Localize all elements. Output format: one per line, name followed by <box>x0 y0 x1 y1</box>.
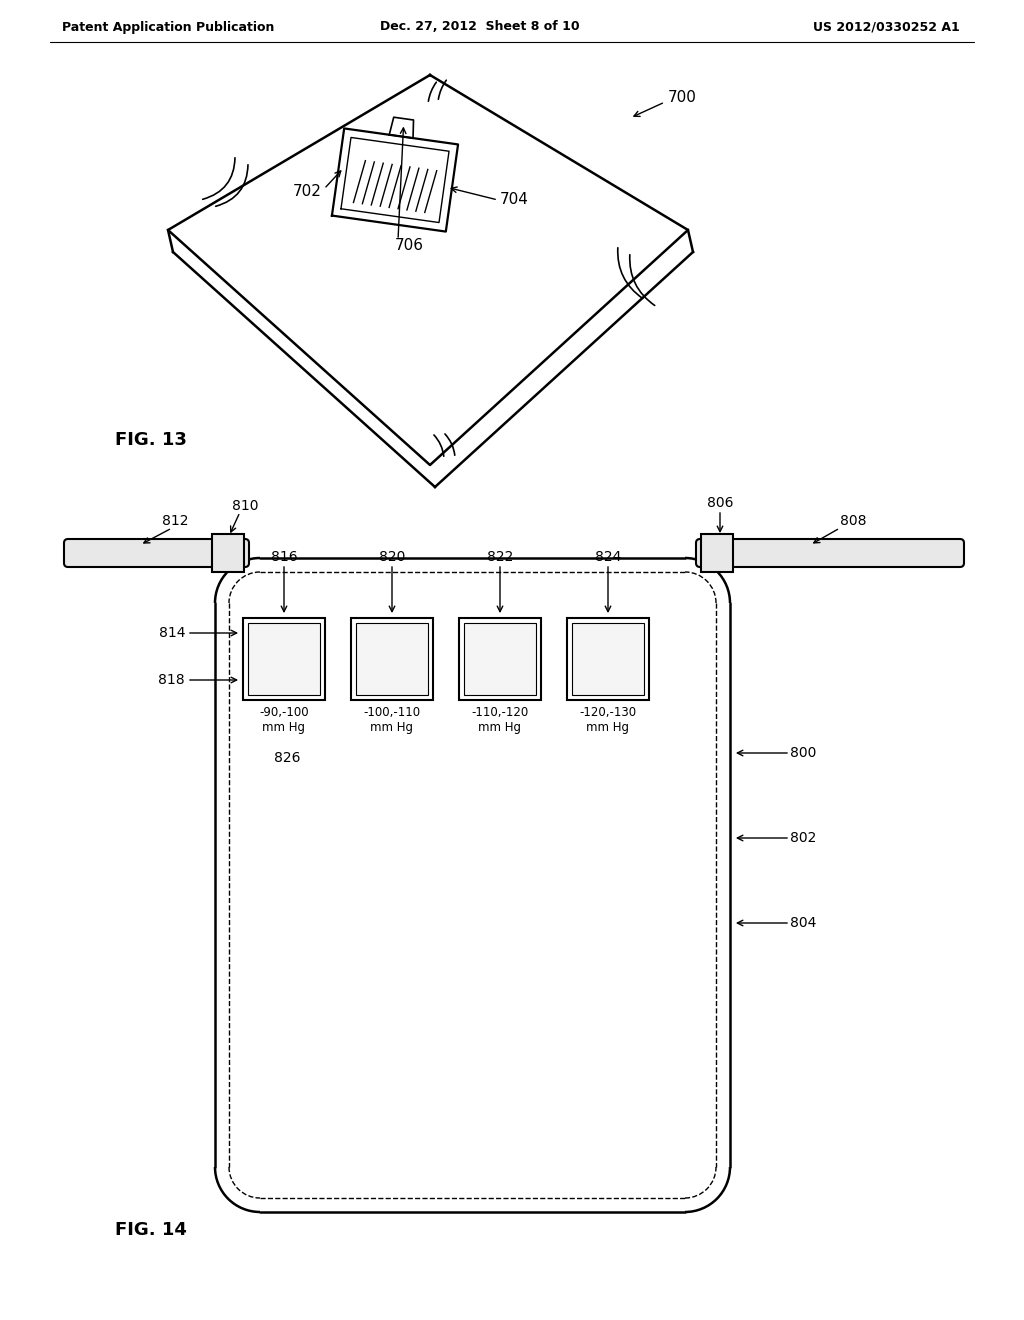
Text: 800: 800 <box>790 746 816 760</box>
Text: 802: 802 <box>790 832 816 845</box>
Bar <box>212 535 244 572</box>
Text: FIG. 14: FIG. 14 <box>115 1221 186 1239</box>
Text: 810: 810 <box>231 499 258 513</box>
Text: 704: 704 <box>500 193 528 207</box>
Text: 804: 804 <box>790 916 816 931</box>
Text: -120,-130
mm Hg: -120,-130 mm Hg <box>580 706 637 734</box>
Bar <box>243 618 325 700</box>
Text: 706: 706 <box>395 238 424 252</box>
Text: 702: 702 <box>293 185 322 199</box>
Text: -110,-120
mm Hg: -110,-120 mm Hg <box>471 706 528 734</box>
Text: 808: 808 <box>840 513 866 528</box>
Text: -100,-110
mm Hg: -100,-110 mm Hg <box>364 706 421 734</box>
Text: -90,-100
mm Hg: -90,-100 mm Hg <box>259 706 309 734</box>
Text: FIG. 13: FIG. 13 <box>115 432 186 449</box>
Text: Patent Application Publication: Patent Application Publication <box>62 21 274 33</box>
Bar <box>248 623 319 696</box>
Text: 816: 816 <box>270 550 297 564</box>
Text: 700: 700 <box>668 91 697 106</box>
Text: 826: 826 <box>274 751 300 766</box>
Text: 820: 820 <box>379 550 406 564</box>
Text: 824: 824 <box>595 550 622 564</box>
FancyBboxPatch shape <box>63 539 249 568</box>
Bar <box>567 618 649 700</box>
Text: US 2012/0330252 A1: US 2012/0330252 A1 <box>813 21 961 33</box>
Text: 812: 812 <box>162 513 188 528</box>
Text: 814: 814 <box>159 626 185 640</box>
Text: Dec. 27, 2012  Sheet 8 of 10: Dec. 27, 2012 Sheet 8 of 10 <box>380 21 580 33</box>
Bar <box>464 623 536 696</box>
FancyBboxPatch shape <box>696 539 964 568</box>
Bar <box>459 618 541 700</box>
Bar <box>356 623 428 696</box>
Text: 822: 822 <box>486 550 513 564</box>
Text: 818: 818 <box>159 673 185 686</box>
Text: 806: 806 <box>707 496 733 510</box>
Bar <box>701 535 733 572</box>
Bar <box>351 618 433 700</box>
Bar <box>572 623 644 696</box>
